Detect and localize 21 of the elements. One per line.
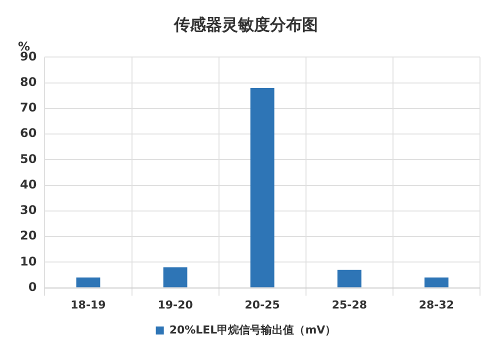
y-tick-label: 80 [20,74,37,89]
x-tick-label: 20-25 [244,298,280,312]
y-tick-label: 70 [20,100,37,115]
bar [163,267,188,288]
bar [424,278,448,288]
y-tick-label: 30 [20,203,37,218]
chart-title: 传感器灵敏度分布图 [173,14,318,34]
x-tick-label: 19-20 [158,298,194,312]
y-tick-label: 60 [20,126,37,140]
y-tick-label: 10 [20,254,37,268]
legend-label: 20%LEL甲烷信号输出值（mV） [169,323,336,336]
x-tick-label: 28-32 [418,298,454,312]
x-tick-label: 18-19 [70,298,106,312]
y-tick-label: 50 [20,152,37,166]
y-tick-label: 0 [28,280,37,294]
y-tick-label: 20 [20,228,37,243]
y-tick-label: 40 [20,177,37,192]
bar [337,270,362,288]
bar [250,88,274,288]
bar [76,278,100,288]
x-tick-label: 25-28 [332,298,368,312]
